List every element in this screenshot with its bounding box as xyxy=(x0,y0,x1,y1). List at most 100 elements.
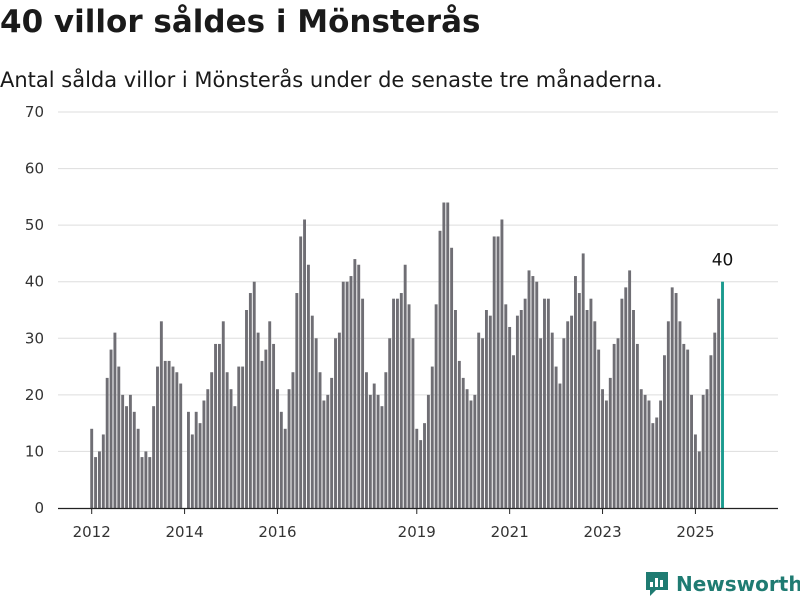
bar xyxy=(632,310,635,508)
bar xyxy=(527,270,531,508)
bar xyxy=(252,281,256,508)
x-tick-label: 2023 xyxy=(583,523,621,541)
y-tick-label: 20 xyxy=(25,386,44,404)
bar xyxy=(136,428,140,508)
bar xyxy=(585,310,589,508)
bar xyxy=(148,457,152,508)
bar xyxy=(461,377,465,508)
bar xyxy=(709,355,713,508)
bar xyxy=(473,394,477,508)
bar xyxy=(519,310,523,508)
y-tick-label: 50 xyxy=(25,216,44,234)
bar xyxy=(384,372,388,508)
bar xyxy=(635,343,639,508)
bar xyxy=(686,349,690,508)
bar xyxy=(368,394,372,508)
bar xyxy=(187,411,190,508)
bar xyxy=(306,264,310,508)
bar xyxy=(442,202,446,508)
bar xyxy=(550,332,554,508)
bar xyxy=(481,338,485,508)
bar xyxy=(179,383,183,508)
y-tick-label: 30 xyxy=(25,329,44,347)
bar xyxy=(171,366,175,508)
bar xyxy=(365,372,368,508)
bar xyxy=(214,343,217,508)
bar xyxy=(546,298,550,508)
bar xyxy=(399,293,403,508)
bar xyxy=(198,423,202,508)
bar xyxy=(647,400,651,508)
bar xyxy=(434,304,438,508)
bar xyxy=(341,281,345,508)
bar xyxy=(593,321,597,508)
bar xyxy=(469,400,473,508)
bar xyxy=(454,310,457,508)
bar xyxy=(210,372,214,508)
bar xyxy=(125,406,128,508)
bar xyxy=(589,298,593,508)
bar xyxy=(492,236,496,508)
bar xyxy=(256,332,260,508)
x-tick-label: 2014 xyxy=(165,523,203,541)
bar xyxy=(713,332,717,508)
bar xyxy=(407,304,411,508)
bar xyxy=(248,293,252,508)
bar xyxy=(663,355,666,508)
bar xyxy=(423,423,426,508)
bar xyxy=(167,360,171,508)
bar xyxy=(705,389,709,508)
bar xyxy=(303,219,306,509)
bar xyxy=(496,236,500,508)
bar xyxy=(508,326,512,508)
bar xyxy=(291,372,295,508)
bar xyxy=(693,434,697,508)
bar xyxy=(639,389,643,508)
bar xyxy=(608,377,612,508)
bar xyxy=(403,264,407,508)
bar xyxy=(283,428,287,508)
bar xyxy=(604,400,608,508)
bar xyxy=(276,389,279,508)
last-value-label: 40 xyxy=(712,251,734,271)
bar xyxy=(659,400,663,508)
bar xyxy=(353,259,357,508)
bar xyxy=(268,321,272,508)
bar xyxy=(415,428,419,508)
bar xyxy=(345,281,349,508)
bar xyxy=(643,394,647,508)
bar xyxy=(446,202,450,508)
bar xyxy=(101,434,105,508)
x-tick-label: 2025 xyxy=(676,523,714,541)
bar xyxy=(597,349,601,508)
bar xyxy=(322,400,326,508)
bar xyxy=(310,315,314,508)
bar xyxy=(717,298,721,508)
bar xyxy=(105,377,109,508)
bar xyxy=(190,434,194,508)
bar xyxy=(392,298,396,508)
bar xyxy=(156,366,159,508)
bar xyxy=(260,360,264,508)
chart-subtitle: Antal sålda villor i Mönsterås under de … xyxy=(0,68,663,92)
bar xyxy=(430,366,434,508)
bar xyxy=(574,276,577,508)
bar xyxy=(581,253,585,508)
bar-series xyxy=(90,202,724,509)
bar xyxy=(566,321,570,508)
bar xyxy=(500,219,504,509)
bar xyxy=(245,310,248,508)
bar xyxy=(94,457,98,508)
bar xyxy=(144,451,148,508)
bar xyxy=(504,304,508,508)
bar xyxy=(159,321,163,508)
bar xyxy=(299,236,303,508)
bar xyxy=(512,355,515,508)
y-axis: 0 10 20 30 40 50 60 70 xyxy=(25,103,44,517)
bar xyxy=(295,293,299,508)
bar xyxy=(113,332,117,508)
bar xyxy=(380,406,384,508)
bar xyxy=(117,366,121,508)
bar xyxy=(132,411,136,508)
